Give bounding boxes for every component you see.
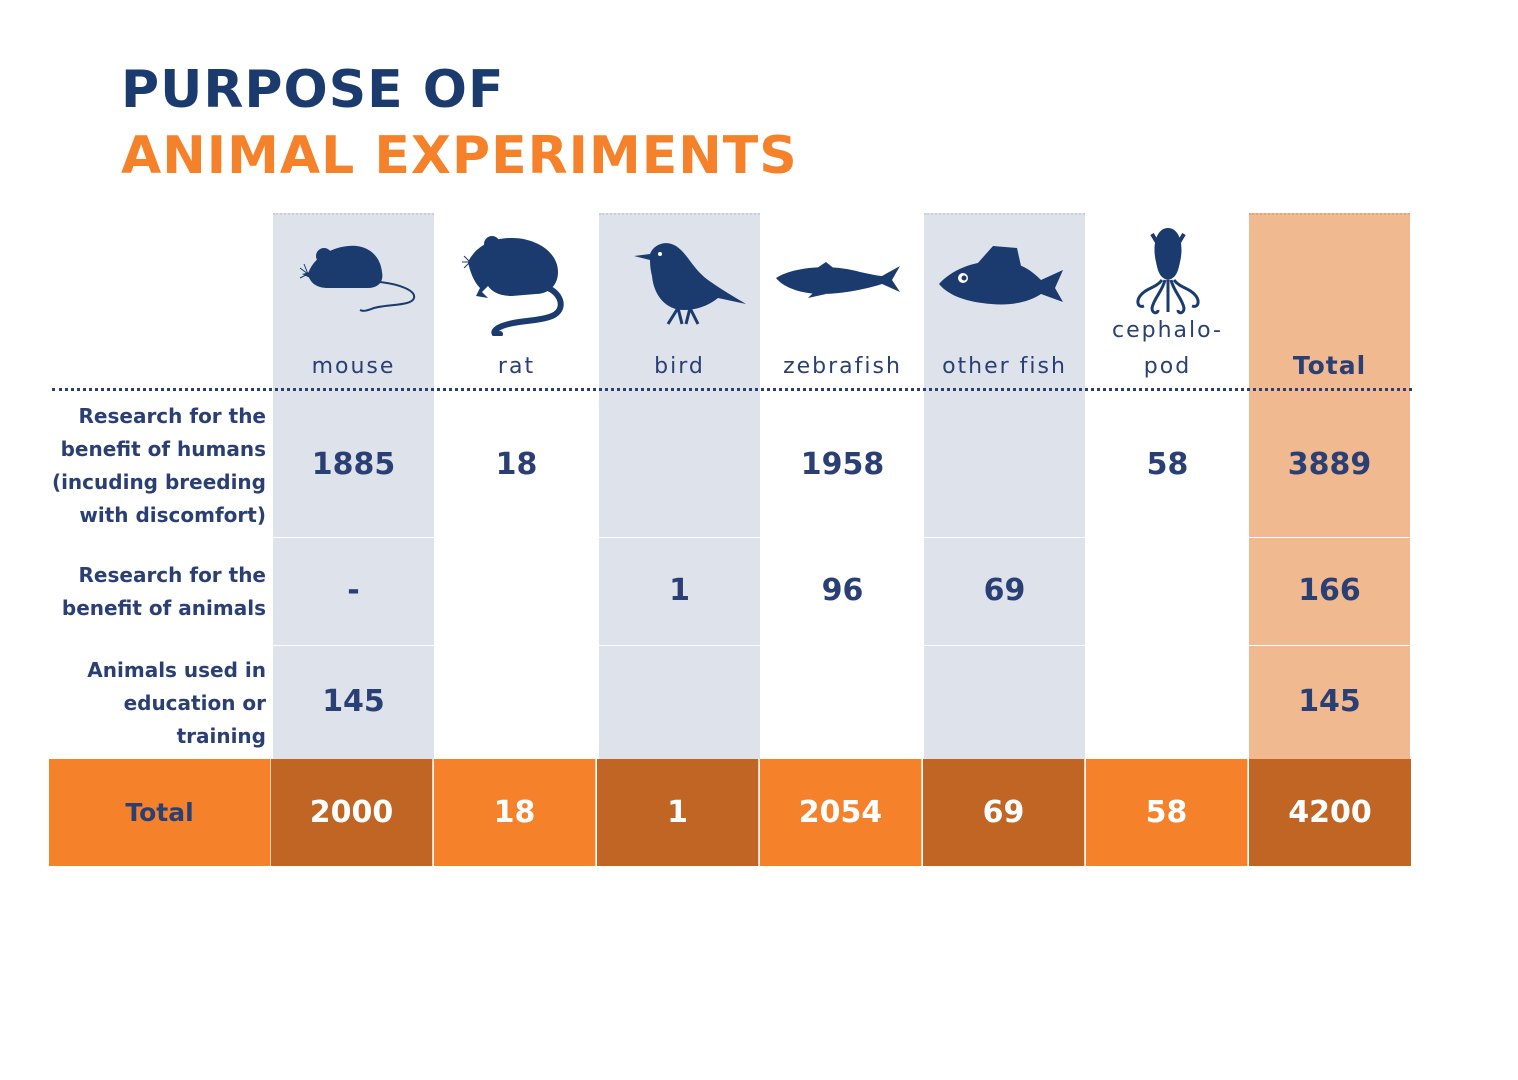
- column-label-total: Total: [1292, 351, 1367, 380]
- total-bird: 1: [597, 759, 759, 866]
- total-rat: 18: [434, 759, 596, 866]
- row-label-education: Animals used in education or training: [40, 654, 266, 753]
- cell-humans-rat: 18: [495, 447, 538, 482]
- column-label-cephalopod-1: cephalo-: [1112, 318, 1223, 343]
- total-mouse: 2000: [271, 759, 433, 866]
- squid-icon: [1136, 228, 1200, 315]
- cell-education-mouse: 145: [322, 684, 385, 719]
- header-divider: [52, 388, 1412, 391]
- column-label-zebrafish: zebrafish: [783, 354, 902, 379]
- cell-animals-other-fish: 69: [983, 573, 1026, 608]
- column-label-bird: bird: [654, 354, 705, 379]
- column-label-rat: rat: [497, 354, 536, 379]
- row-label-line: benefit of animals: [61, 596, 266, 620]
- row-label-animals: Research for the benefit of animals: [40, 559, 266, 625]
- total-zebrafish: 2054: [760, 759, 922, 866]
- row-separator: [273, 645, 1411, 646]
- column-label-cephalopod-2: pod: [1143, 354, 1192, 379]
- cell-animals-total: 166: [1298, 573, 1361, 608]
- cell-humans-total: 3889: [1287, 447, 1372, 482]
- cell-education-total: 145: [1298, 684, 1361, 719]
- row-label-line: Research for the: [78, 563, 266, 587]
- total-row-label: Total: [49, 759, 271, 866]
- total-cephalopod: 58: [1086, 759, 1248, 866]
- cell-animals-mouse: -: [347, 573, 360, 608]
- row-label-humans: Research for the benefit of humans (incu…: [40, 400, 266, 532]
- row-label-line: (incuding breeding: [51, 470, 266, 494]
- cell-humans-cephalopod: 58: [1146, 447, 1189, 482]
- title-line-1: PURPOSE OF: [121, 60, 505, 120]
- row-label-line: Research for the: [78, 404, 266, 428]
- total-other-fish: 69: [923, 759, 1085, 866]
- title-line-2: ANIMAL EXPERIMENTS: [121, 126, 798, 186]
- zebrafish-icon: [776, 262, 900, 298]
- bird-icon: [634, 243, 746, 325]
- row-label-line: with discomfort): [79, 503, 266, 527]
- cell-animals-zebrafish: 96: [821, 573, 864, 608]
- row-label-line: education or: [123, 691, 266, 715]
- column-bg-total: [1249, 213, 1410, 761]
- row-label-line: Animals used in: [87, 658, 266, 682]
- mouse-icon: [299, 245, 416, 312]
- cell-humans-mouse: 1885: [311, 447, 396, 482]
- rat-icon: [462, 236, 564, 336]
- row-label-line: training: [176, 724, 266, 748]
- column-label-mouse: mouse: [311, 354, 396, 379]
- column-bg-mouse: [273, 213, 434, 761]
- row-label-line: benefit of humans: [60, 437, 266, 461]
- total-total: 4200: [1249, 759, 1411, 866]
- fish-icon: [939, 246, 1063, 305]
- column-label-other-fish: other fish: [942, 354, 1067, 379]
- cell-humans-zebrafish: 1958: [800, 447, 885, 482]
- row-separator: [273, 537, 1411, 538]
- cell-animals-bird: 1: [669, 573, 690, 608]
